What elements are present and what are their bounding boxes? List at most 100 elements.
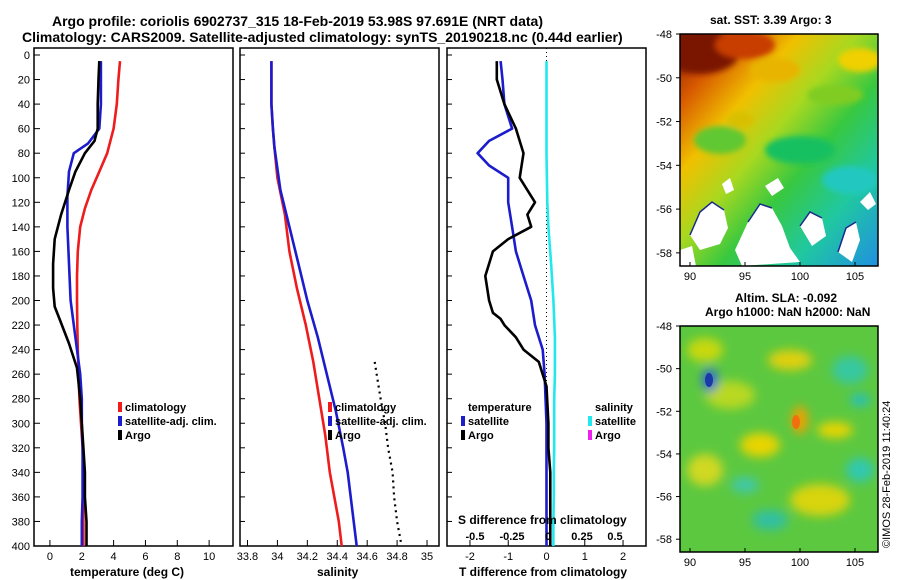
lat-tick-label: -56 — [656, 492, 672, 504]
lat-tick-label: -50 — [656, 73, 672, 85]
sst-map-title: sat. SST: 3.39 Argo: 3 — [710, 13, 832, 27]
depth-tick-label: 260 — [12, 369, 30, 381]
lon-tick-label: 105 — [846, 557, 864, 569]
s-difference-ticks: -0.5 -0.25 0 0.25 0.5 — [466, 531, 623, 543]
s-diff-tick-label: 0.5 — [607, 531, 622, 543]
temperature-plot-frame — [33, 47, 234, 547]
legend-swatch-climatology — [118, 402, 122, 412]
salinity-depth-tick-marks — [240, 54, 245, 547]
lat-tick-label: -54 — [656, 160, 672, 172]
sal-legend-label-argo: Argo — [335, 430, 361, 442]
difference-panel: -2 -1 0 1 2 temperature satellite Argo salin… — [446, 47, 647, 579]
legend-label-argo: Argo — [125, 430, 151, 442]
salinity-x-ticks: 33.8 34 34.2 34.4 34.6 34.8 35 — [237, 540, 433, 563]
depth-tick-label: 160 — [12, 246, 30, 258]
x-tick-label: 0 — [47, 551, 53, 563]
diff-legend-swatch-temp-satellite — [461, 416, 465, 426]
sal-legend-swatch-climatology — [328, 402, 332, 412]
x-tick-label: 10 — [203, 551, 215, 563]
sla-map-panel: Altim. SLA: -0.092 Argo h1000: NaN h2000… — [656, 291, 879, 569]
diff-legend-label-sal-satellite: satellite — [595, 416, 636, 428]
temperature-x-ticks: 0 2 4 6 8 10 — [47, 540, 215, 563]
temperature-lines — [51, 60, 122, 546]
depth-tick-label: 180 — [12, 271, 30, 283]
depth-tick-label: 360 — [12, 492, 30, 504]
lat-tick-label: -58 — [656, 248, 672, 260]
sla-map-frame — [679, 325, 879, 553]
difference-legend: temperature satellite Argo salinity sate… — [461, 402, 636, 442]
x-tick-label: 34.4 — [327, 551, 348, 563]
lon-tick-label: 95 — [739, 271, 751, 283]
lat-tick-label: -58 — [656, 534, 672, 546]
difference-x-ticks: -2 -1 0 1 2 — [465, 540, 626, 563]
series-line-salinity-satellite — [545, 61, 557, 546]
s-diff-tick-label: -0.5 — [466, 531, 485, 543]
x-tick-label: 4 — [111, 551, 117, 563]
salinity-legend: climatology satellite-adj. clim. Argo — [328, 402, 427, 442]
salinity-panel: 33.8 34 34.2 34.4 34.6 34.8 35 climatology sat… — [237, 47, 440, 579]
x-tick-label: 8 — [174, 551, 180, 563]
sst-lon-ticks: 90 95 100 105 — [684, 262, 864, 283]
legend-salinity-title: salinity — [595, 402, 634, 414]
depth-tick-label: 60 — [18, 124, 30, 136]
temperature-x-label: temperature (deg C) — [70, 565, 184, 579]
legend-temperature-title: temperature — [468, 402, 532, 414]
s-diff-tick-label: -0.25 — [499, 531, 524, 543]
salinity-lines — [270, 61, 403, 546]
depth-tick-label: 200 — [12, 296, 30, 308]
sal-legend-label-satellite: satellite-adj. clim. — [335, 416, 427, 428]
x-tick-label: 2 — [79, 551, 85, 563]
title-line-2: Climatology: CARS2009. Satellite-adjuste… — [22, 29, 623, 45]
sla-map-title-2: Argo h1000: NaN h2000: NaN — [705, 305, 870, 319]
lat-tick-label: -52 — [656, 117, 672, 129]
lat-tick-label: -54 — [656, 449, 672, 461]
depth-tick-label: 400 — [12, 541, 30, 553]
series-line-argo — [373, 361, 403, 546]
depth-tick-label: 340 — [12, 467, 30, 479]
sla-lat-ticks: -48 -50 -52 -54 -56 -58 — [656, 321, 680, 546]
sal-legend-label-climatology: climatology — [335, 402, 397, 414]
x-tick-label: 6 — [142, 551, 148, 563]
title-line-1: Argo profile: coriolis 6902737_315 18-Fe… — [52, 13, 543, 29]
legend-label-climatology: climatology — [125, 402, 187, 414]
s-diff-tick-label: 0 — [545, 531, 551, 543]
sst-lat-ticks: -48 -50 -52 -54 -56 -58 — [656, 29, 680, 260]
sla-map-image — [680, 326, 878, 552]
diff-legend-label-temp-argo: Argo — [468, 430, 494, 442]
depth-tick-label: 80 — [18, 148, 30, 160]
x-tick-label: 34 — [271, 551, 283, 563]
lon-tick-label: 95 — [739, 557, 751, 569]
x-tick-label: 34.2 — [297, 551, 318, 563]
x-tick-label: -1 — [503, 551, 513, 563]
temperature-legend: climatology satellite-adj. clim. Argo — [118, 402, 217, 442]
lat-tick-label: -48 — [656, 321, 672, 333]
sst-map-frame — [679, 33, 879, 267]
series-line-temperature-argo — [483, 61, 552, 546]
sal-legend-swatch-satellite — [328, 416, 332, 426]
difference-lines — [476, 60, 557, 546]
depth-tick-label: 280 — [12, 394, 30, 406]
x-tick-label: 0 — [543, 551, 549, 563]
lat-tick-label: -50 — [656, 364, 672, 376]
imos-credit: ©IMOS 28-Feb-2019 11:40:24 — [881, 401, 893, 548]
s-difference-label: S difference from climatology — [458, 513, 627, 527]
x-tick-label: 35 — [421, 551, 433, 563]
diff-legend-swatch-temp-argo — [461, 430, 465, 440]
depth-ticks: 0 20 40 60 80 100 120 140 160 180 200 220 240 260 280 3… — [12, 50, 40, 553]
lon-tick-label: 100 — [791, 271, 809, 283]
depth-tick-label: 240 — [12, 345, 30, 357]
sst-map-image — [680, 34, 878, 266]
depth-tick-label: 380 — [12, 516, 30, 528]
lon-tick-label: 105 — [846, 271, 864, 283]
sal-legend-swatch-argo — [328, 430, 332, 440]
lon-tick-label: 100 — [791, 557, 809, 569]
diff-legend-swatch-sal-satellite — [588, 416, 592, 426]
lon-tick-label: 90 — [684, 271, 696, 283]
depth-tick-label: 40 — [18, 99, 30, 111]
x-tick-label: 2 — [620, 551, 626, 563]
series-line-climatology — [270, 61, 343, 546]
depth-tick-label: 100 — [12, 173, 30, 185]
difference-depth-tick-marks — [447, 54, 452, 547]
diff-legend-swatch-sal-argo — [588, 430, 592, 440]
diff-legend-label-sal-argo: Argo — [595, 430, 621, 442]
